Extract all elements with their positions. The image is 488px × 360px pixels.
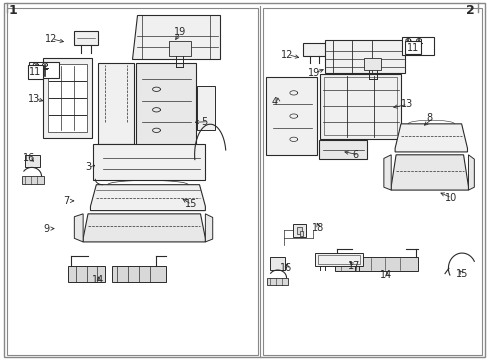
- Text: 17: 17: [347, 261, 360, 271]
- Text: 1: 1: [9, 4, 18, 17]
- Polygon shape: [320, 74, 400, 139]
- Polygon shape: [43, 58, 92, 138]
- Bar: [48, 64, 87, 132]
- Text: 9: 9: [43, 224, 49, 234]
- Text: 11: 11: [29, 67, 41, 77]
- Bar: [324, 77, 396, 135]
- Text: 14: 14: [380, 270, 392, 280]
- Polygon shape: [196, 86, 215, 130]
- Text: 12: 12: [281, 50, 293, 60]
- Polygon shape: [334, 257, 417, 271]
- Bar: [364, 58, 381, 70]
- Text: 10: 10: [444, 193, 456, 203]
- Bar: [168, 41, 190, 56]
- Bar: [401, 37, 433, 55]
- Polygon shape: [205, 214, 212, 242]
- Polygon shape: [68, 266, 105, 282]
- Polygon shape: [390, 155, 468, 190]
- Bar: [262, 8, 481, 355]
- Polygon shape: [112, 266, 166, 282]
- Polygon shape: [136, 63, 195, 145]
- Text: 19: 19: [173, 27, 185, 37]
- Polygon shape: [93, 144, 205, 180]
- Text: 15: 15: [184, 199, 197, 210]
- Polygon shape: [293, 224, 305, 237]
- Text: 8: 8: [426, 113, 432, 123]
- Bar: [266, 278, 287, 285]
- Polygon shape: [132, 15, 220, 59]
- Text: 13: 13: [28, 94, 41, 104]
- Text: 7: 7: [63, 196, 70, 206]
- Bar: [296, 227, 302, 234]
- Text: 14: 14: [92, 275, 104, 285]
- Polygon shape: [98, 63, 134, 144]
- Bar: [315, 253, 362, 266]
- Bar: [22, 176, 44, 184]
- Text: 2: 2: [465, 4, 473, 17]
- Bar: [317, 255, 360, 264]
- Polygon shape: [265, 77, 316, 155]
- Polygon shape: [325, 40, 404, 73]
- Text: 5: 5: [201, 117, 207, 127]
- Text: 15: 15: [455, 269, 467, 279]
- Text: 4: 4: [271, 96, 277, 107]
- Polygon shape: [25, 155, 40, 167]
- Text: 18: 18: [311, 222, 324, 233]
- Bar: [299, 231, 303, 236]
- Text: 13: 13: [400, 99, 412, 109]
- Polygon shape: [394, 124, 467, 152]
- Text: 3: 3: [85, 162, 92, 172]
- Polygon shape: [318, 140, 366, 159]
- Polygon shape: [83, 214, 205, 242]
- Polygon shape: [468, 155, 473, 190]
- Text: 16: 16: [279, 263, 291, 273]
- Bar: [29, 62, 59, 78]
- Polygon shape: [303, 43, 325, 56]
- Text: 6: 6: [351, 150, 358, 160]
- Text: 12: 12: [45, 34, 57, 44]
- Text: 19: 19: [307, 68, 320, 78]
- Polygon shape: [74, 31, 98, 45]
- Polygon shape: [74, 214, 83, 242]
- Polygon shape: [383, 155, 390, 190]
- Text: 11: 11: [406, 42, 418, 53]
- Polygon shape: [269, 257, 284, 270]
- Text: 16: 16: [22, 153, 35, 163]
- Polygon shape: [90, 185, 205, 211]
- Bar: [7, 8, 258, 355]
